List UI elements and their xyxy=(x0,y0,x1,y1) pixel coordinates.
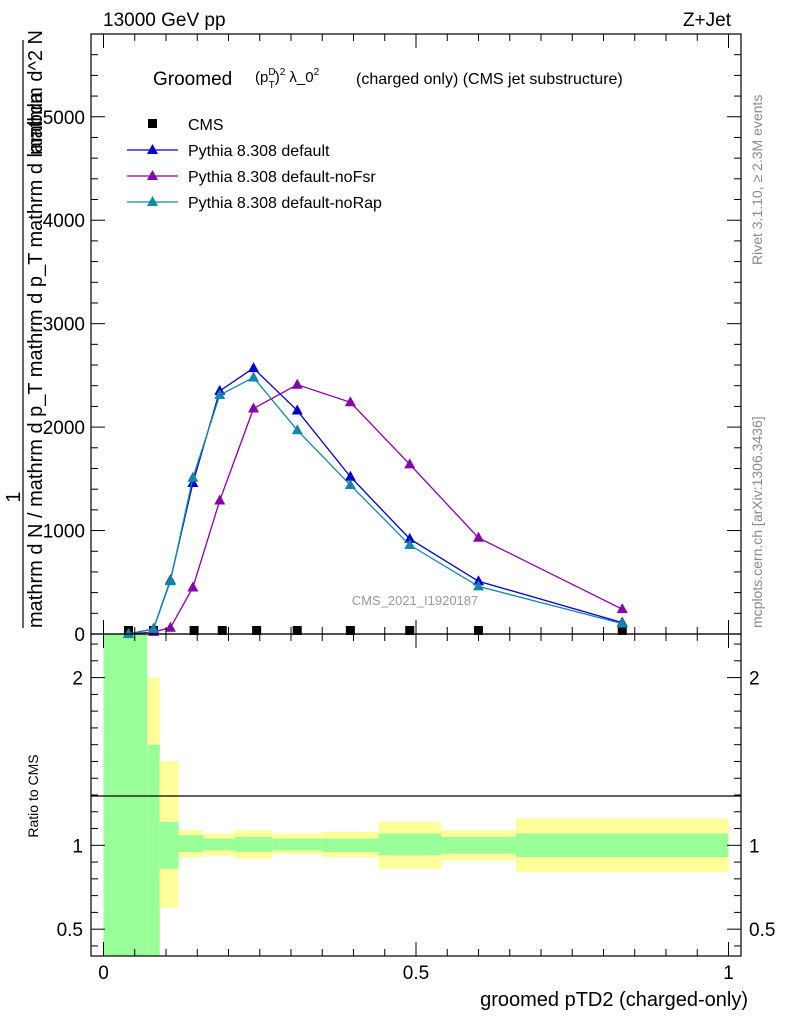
cms-point xyxy=(189,626,199,635)
ratio-ytick-label: 1 xyxy=(72,836,83,857)
energy-label: 13000 GeV pp xyxy=(103,10,226,31)
main-ylabel-numerator: 1 xyxy=(3,491,25,502)
legend-label-default: Pythia 8.308 default xyxy=(188,143,330,160)
ratio-ytick-label: 2 xyxy=(72,669,83,690)
ratio-bands xyxy=(103,634,729,956)
ratio-band-inner-4 xyxy=(203,838,235,851)
main-ytick-label: 2000 xyxy=(43,418,85,439)
ratio-band-inner-6 xyxy=(272,838,323,851)
series-point-2 xyxy=(187,581,199,592)
legend: CMS Pythia 8.308 default Pythia 8.308 de… xyxy=(127,117,382,212)
xtick-label: 1 xyxy=(723,963,734,984)
series-point-2 xyxy=(164,621,176,632)
ratio-band-inner-9 xyxy=(441,836,516,854)
series-point-2 xyxy=(404,458,416,469)
legend-marker-cms xyxy=(148,119,157,128)
series-point-3 xyxy=(123,628,134,638)
ratio-ylabel: Ratio to CMS xyxy=(25,754,41,837)
series-point-2 xyxy=(248,402,259,413)
series-point-2 xyxy=(214,494,226,505)
series-point-2 xyxy=(291,378,303,389)
legend-marker-default xyxy=(147,144,158,154)
series-point-3 xyxy=(214,389,226,400)
series-point-1 xyxy=(473,575,484,586)
cms-point xyxy=(217,626,227,635)
ratio-band-inner-3 xyxy=(178,835,204,853)
title-prefix: Groomed xyxy=(153,69,232,90)
xtick-label: 0 xyxy=(98,963,109,984)
series-point-1 xyxy=(187,476,199,487)
series-point-1 xyxy=(344,470,356,481)
cms-point xyxy=(345,626,355,635)
rivet-label: Rivet 3.1.10, ≥ 2.3M events xyxy=(749,95,765,265)
cms-point xyxy=(405,626,415,635)
ratio-band-inner-8 xyxy=(378,833,441,856)
series-point-3 xyxy=(291,424,303,435)
ratio-ytick-label: 0.5 xyxy=(57,920,83,941)
series-point-3 xyxy=(344,479,356,490)
ratio-band-inner-2 xyxy=(159,821,179,869)
process-label: Z+Jet xyxy=(683,10,732,31)
main-ytick-label: 0 xyxy=(74,625,85,646)
ratio-band-inner-0 xyxy=(103,634,148,956)
legend-label-norap: Pythia 8.308 default-noRap xyxy=(188,195,382,212)
series-point-3 xyxy=(473,580,484,591)
ratio-band-inner-5 xyxy=(234,836,273,853)
series-point-2 xyxy=(344,396,356,407)
series-point-1 xyxy=(248,362,259,373)
analysis-label: CMS_2021_I1920187 xyxy=(352,593,479,608)
cms-point xyxy=(292,626,302,635)
xtick-label: 0.5 xyxy=(403,963,429,984)
main-ytick-label: 3000 xyxy=(43,315,85,336)
ratio-ytick-label-right: 1 xyxy=(749,836,760,857)
xlabel: groomed pTD2 (charged-only) xyxy=(480,989,748,1011)
title-suffix: (charged only) (CMS jet substructure) xyxy=(356,71,623,88)
series-point-2 xyxy=(616,603,628,614)
series-point-3 xyxy=(164,575,176,586)
ratio-ytick-label-right: 2 xyxy=(749,669,760,690)
ratio-frame xyxy=(90,633,742,957)
cms-point xyxy=(617,626,627,635)
main-ytick-label: 4000 xyxy=(43,211,85,232)
mcplots-label: mcplots.cern.ch [arXiv:1306.3436] xyxy=(749,416,765,628)
axis-ticks: 0 1000 2000 3000 4000 5000 0 0.5 1 0.5 0.5 1 1 2 2 xyxy=(43,34,775,984)
cms-point xyxy=(252,626,262,635)
legend-label-nofsr: Pythia 8.308 default-noFsr xyxy=(188,169,376,186)
plot-title: Groomed (pD T)2 λ_02 (charged only) (CMS … xyxy=(153,67,623,91)
series-point-3 xyxy=(616,617,628,628)
series-point-2 xyxy=(473,531,484,542)
legend-marker-nofsr xyxy=(147,170,158,180)
ratio-band-inner-7 xyxy=(322,838,379,853)
title-math: (pD T)2 λ_02 xyxy=(255,67,320,91)
main-ytick-label: 1000 xyxy=(43,522,85,543)
series-point-1 xyxy=(404,532,416,543)
series-point-3 xyxy=(248,371,259,382)
legend-marker-norap xyxy=(147,196,158,206)
ratio-band-inner-1 xyxy=(147,744,160,956)
series-point-1 xyxy=(291,404,303,415)
legend-label-cms: CMS xyxy=(188,117,224,134)
ratio-ytick-label-right: 0.5 xyxy=(749,920,775,941)
main-ylabel-denominator: mathrm d N / mathrm d p_T mathrm d p_T m… xyxy=(25,91,47,628)
main-ytick-label: 5000 xyxy=(43,108,85,129)
main-ylabel-top: mathrm d^2 N xyxy=(25,30,47,155)
series-point-3 xyxy=(187,471,199,482)
series-point-3 xyxy=(404,539,416,550)
series-point-3 xyxy=(148,622,159,633)
ratio-band-inner-10 xyxy=(516,833,729,858)
